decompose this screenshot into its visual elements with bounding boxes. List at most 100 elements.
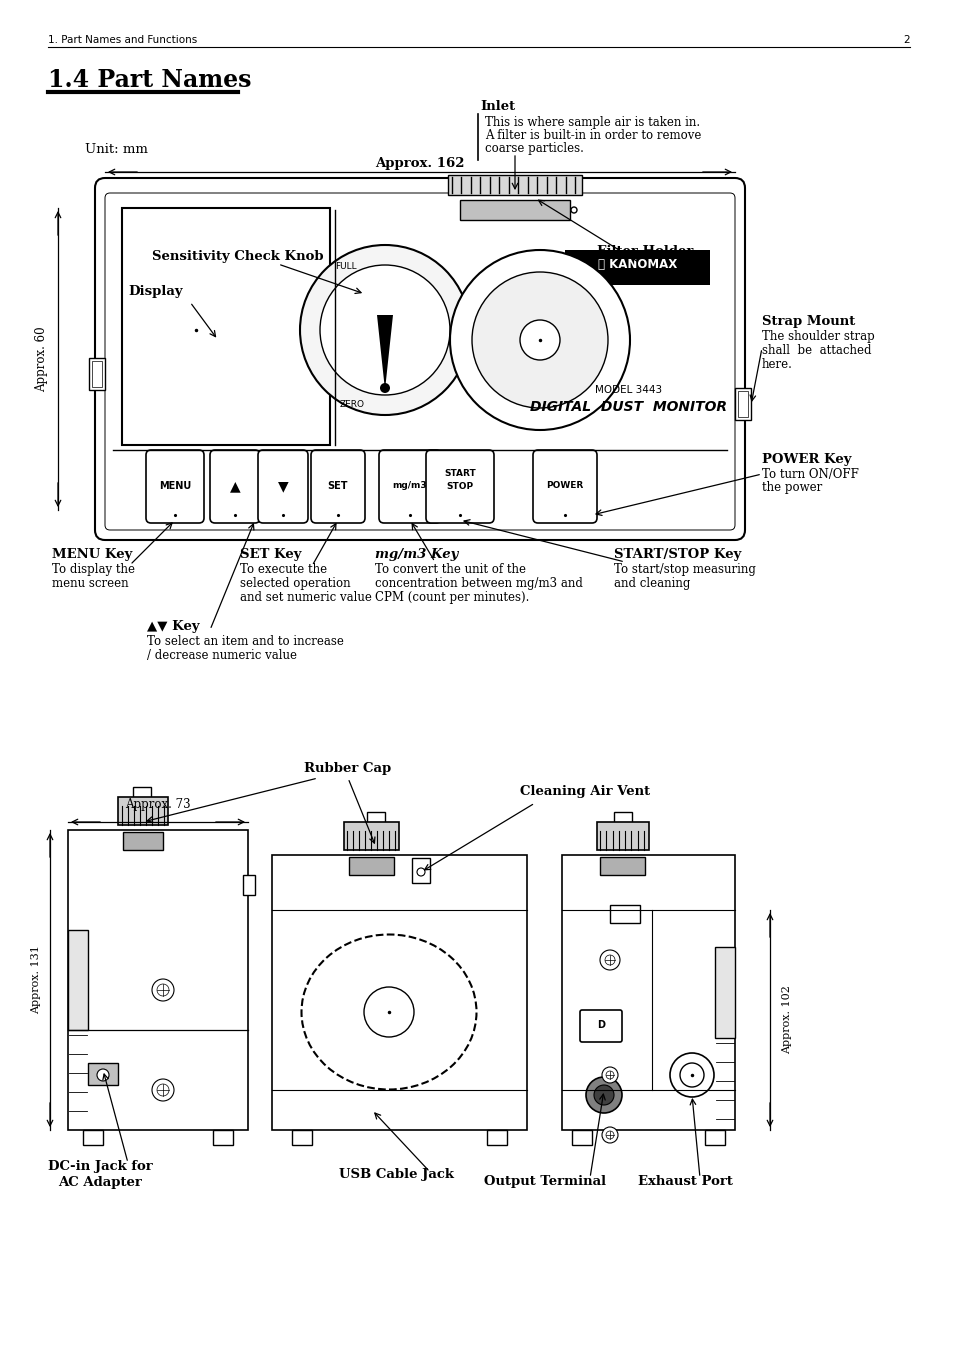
Text: coarse particles.: coarse particles. xyxy=(484,142,583,155)
Text: Inlet: Inlet xyxy=(479,100,515,113)
Text: 1.4 Part Names: 1.4 Part Names xyxy=(48,68,252,92)
Bar xyxy=(349,857,394,875)
Text: POWER Key: POWER Key xyxy=(761,453,851,466)
Text: ZERO: ZERO xyxy=(339,400,365,409)
Text: 2: 2 xyxy=(902,35,909,45)
Bar xyxy=(367,812,385,830)
Bar xyxy=(123,832,163,850)
Circle shape xyxy=(97,1069,109,1081)
Bar xyxy=(88,1063,118,1085)
Circle shape xyxy=(679,1063,703,1088)
Bar xyxy=(459,200,569,220)
FancyBboxPatch shape xyxy=(95,178,744,540)
Text: To turn ON/OFF: To turn ON/OFF xyxy=(761,467,858,481)
Text: MENU: MENU xyxy=(159,481,191,490)
Text: ▲▼ Key: ▲▼ Key xyxy=(147,620,199,634)
Text: DC-in Jack for: DC-in Jack for xyxy=(48,1161,152,1173)
Text: USB Cable Jack: USB Cable Jack xyxy=(339,1169,454,1181)
Circle shape xyxy=(152,979,173,1001)
Bar xyxy=(597,821,648,850)
Text: To start/stop measuring: To start/stop measuring xyxy=(614,563,755,576)
Bar xyxy=(68,929,88,1029)
Bar xyxy=(91,361,102,386)
Text: / decrease numeric value: / decrease numeric value xyxy=(147,648,296,662)
Circle shape xyxy=(571,207,577,213)
Bar xyxy=(83,1129,103,1146)
FancyBboxPatch shape xyxy=(378,450,440,523)
Text: Approx. 102: Approx. 102 xyxy=(781,986,791,1054)
Text: SET Key: SET Key xyxy=(240,549,301,561)
Text: Cleaning Air Vent: Cleaning Air Vent xyxy=(519,785,649,798)
Circle shape xyxy=(157,1084,169,1096)
Text: Approx. 73: Approx. 73 xyxy=(125,798,191,811)
Bar xyxy=(599,857,644,875)
Text: START: START xyxy=(444,469,476,478)
Bar xyxy=(344,821,398,850)
Text: Approx. 60: Approx. 60 xyxy=(35,326,49,392)
Ellipse shape xyxy=(301,935,476,1089)
Bar xyxy=(412,858,430,884)
Circle shape xyxy=(364,988,414,1038)
Text: MENU Key: MENU Key xyxy=(52,549,132,561)
Circle shape xyxy=(472,272,607,408)
Text: Strap Mount: Strap Mount xyxy=(761,315,854,328)
Text: ▲: ▲ xyxy=(230,480,240,493)
Text: and set numeric value: and set numeric value xyxy=(240,590,372,604)
Bar xyxy=(213,1129,233,1146)
Text: Sensitivity Check Knob: Sensitivity Check Knob xyxy=(152,250,323,263)
Text: and cleaning: and cleaning xyxy=(614,577,690,590)
Bar xyxy=(738,390,747,417)
Bar xyxy=(272,855,526,1129)
Text: D: D xyxy=(597,1020,604,1029)
Bar xyxy=(122,208,330,444)
Bar xyxy=(704,1129,724,1146)
Circle shape xyxy=(138,809,146,817)
FancyBboxPatch shape xyxy=(146,450,204,523)
Bar xyxy=(486,1129,506,1146)
Bar xyxy=(614,812,631,830)
Circle shape xyxy=(618,834,626,842)
Text: Exhaust Port: Exhaust Port xyxy=(637,1175,732,1188)
Circle shape xyxy=(519,320,559,359)
Circle shape xyxy=(416,867,424,875)
Text: Unit: mm: Unit: mm xyxy=(85,143,148,155)
Bar xyxy=(243,875,254,894)
Text: AC Adapter: AC Adapter xyxy=(58,1175,142,1189)
Circle shape xyxy=(669,1052,713,1097)
Circle shape xyxy=(601,1127,618,1143)
Circle shape xyxy=(379,326,390,335)
Bar xyxy=(572,1129,592,1146)
Text: menu screen: menu screen xyxy=(52,577,129,590)
Circle shape xyxy=(319,265,450,394)
FancyBboxPatch shape xyxy=(257,450,308,523)
Circle shape xyxy=(605,1131,614,1139)
Circle shape xyxy=(299,245,470,415)
FancyBboxPatch shape xyxy=(311,450,365,523)
Circle shape xyxy=(585,1077,621,1113)
Circle shape xyxy=(372,834,379,842)
Circle shape xyxy=(605,1071,614,1079)
Text: shall  be  attached: shall be attached xyxy=(761,345,871,357)
Text: Filter Holder: Filter Holder xyxy=(597,245,693,258)
FancyBboxPatch shape xyxy=(210,450,260,523)
Circle shape xyxy=(599,950,619,970)
FancyBboxPatch shape xyxy=(533,450,597,523)
Text: SET: SET xyxy=(328,481,348,490)
Bar xyxy=(448,176,581,195)
Text: mg/m3: mg/m3 xyxy=(393,481,427,490)
Bar xyxy=(292,1129,312,1146)
Circle shape xyxy=(601,1067,618,1084)
Bar xyxy=(89,358,105,390)
Bar xyxy=(609,905,639,923)
Text: Display: Display xyxy=(128,285,182,299)
Text: the power: the power xyxy=(761,481,821,494)
Bar xyxy=(714,947,734,1038)
Text: A filter is built-in in order to remove: A filter is built-in in order to remove xyxy=(484,128,700,142)
Polygon shape xyxy=(376,315,393,390)
Text: STOP: STOP xyxy=(446,482,473,490)
Bar xyxy=(561,855,734,1129)
Text: Approx. 162: Approx. 162 xyxy=(375,157,464,170)
Text: To convert the unit of the: To convert the unit of the xyxy=(375,563,525,576)
Text: POWER: POWER xyxy=(546,481,583,490)
Circle shape xyxy=(594,1085,614,1105)
